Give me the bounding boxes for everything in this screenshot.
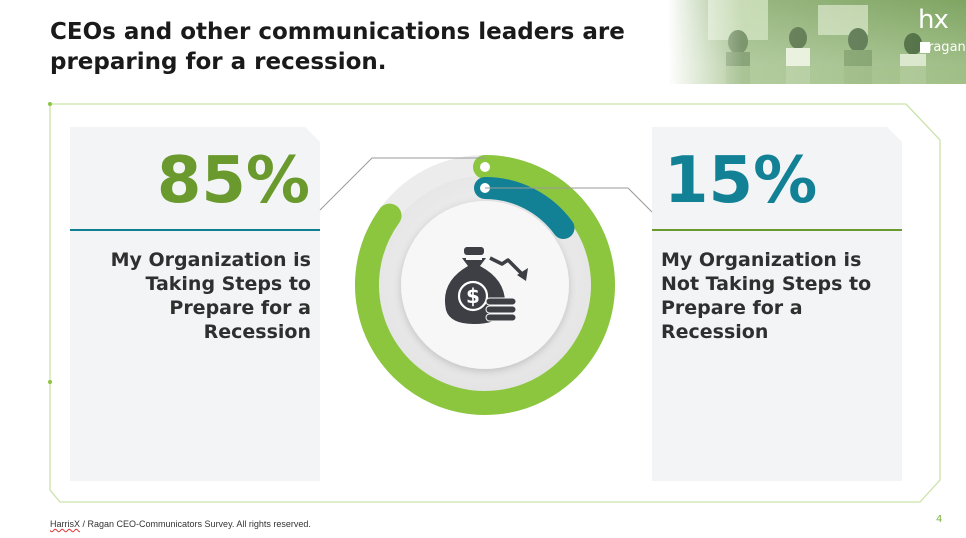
right-stat-value: 15% [664,144,818,218]
left-divider [70,229,320,231]
footer-brand: HarrisX [50,519,81,529]
footer-source: HarrisX / Ragan CEO-Communicators Survey… [50,519,311,529]
page-title: CEOs and other communications leaders ar… [50,19,625,75]
footer-text: / Ragan CEO-Communicators Survey. All ri… [80,519,311,529]
money-bag-with-coins-downtrend-icon: $ [444,247,528,324]
svg-text:$: $ [466,284,480,308]
right-divider [652,229,902,231]
donut-segment-not-taking-steps [474,177,575,239]
page-number: 4 [936,514,943,525]
left-stat-card [70,127,320,481]
right-stat-card [652,127,902,481]
left-stat-value: 85% [156,144,310,218]
ragan-logo: ragan [928,40,966,55]
green-start-marker [480,162,490,172]
donut-segment-taking-steps [355,155,615,415]
left-stat-label: My Organization is Taking Steps to Prepa… [110,249,311,343]
harrisx-logo: hx [918,5,949,35]
ragan-logo-mark [920,42,930,53]
header-photo [668,0,966,84]
left-leader-line [319,157,485,211]
right-stat-label: My Organization is Not Taking Steps to P… [661,249,872,343]
right-leader-line [485,187,653,213]
